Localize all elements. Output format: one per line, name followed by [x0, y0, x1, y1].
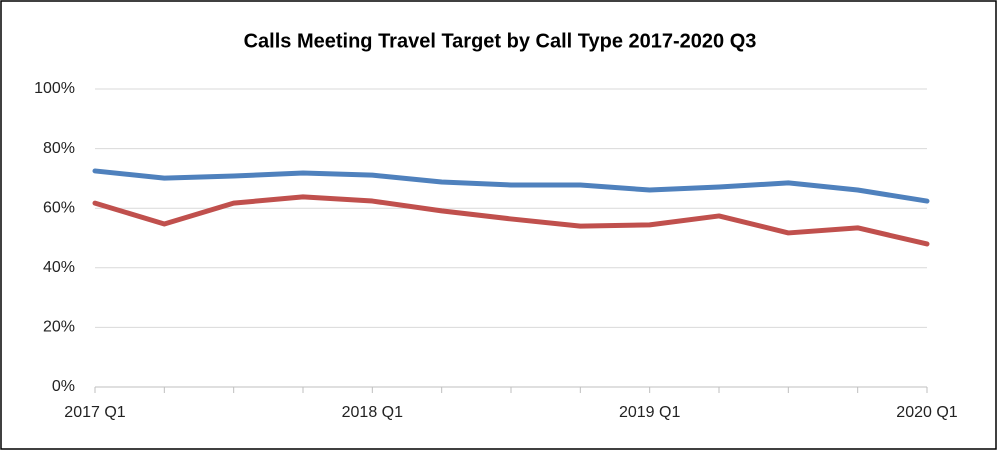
y-tick-label: 40% [43, 259, 75, 276]
series-line [92, 194, 930, 247]
x-tick-label: 2019 Q1 [619, 404, 680, 421]
series-line [92, 168, 930, 204]
y-tick-label: 80% [43, 140, 75, 157]
x-tick-label: 2018 Q1 [342, 404, 403, 421]
x-tick-label: 2017 Q1 [64, 404, 125, 421]
y-tick-label: 20% [43, 319, 75, 336]
chart-title: Calls Meeting Travel Target by Call Type… [244, 30, 757, 52]
y-tick-label: 60% [43, 199, 75, 216]
y-tick-label: 100% [34, 80, 75, 97]
x-tick-label: 2020 Q1 [896, 404, 957, 421]
y-tick-label: 0% [52, 378, 75, 395]
